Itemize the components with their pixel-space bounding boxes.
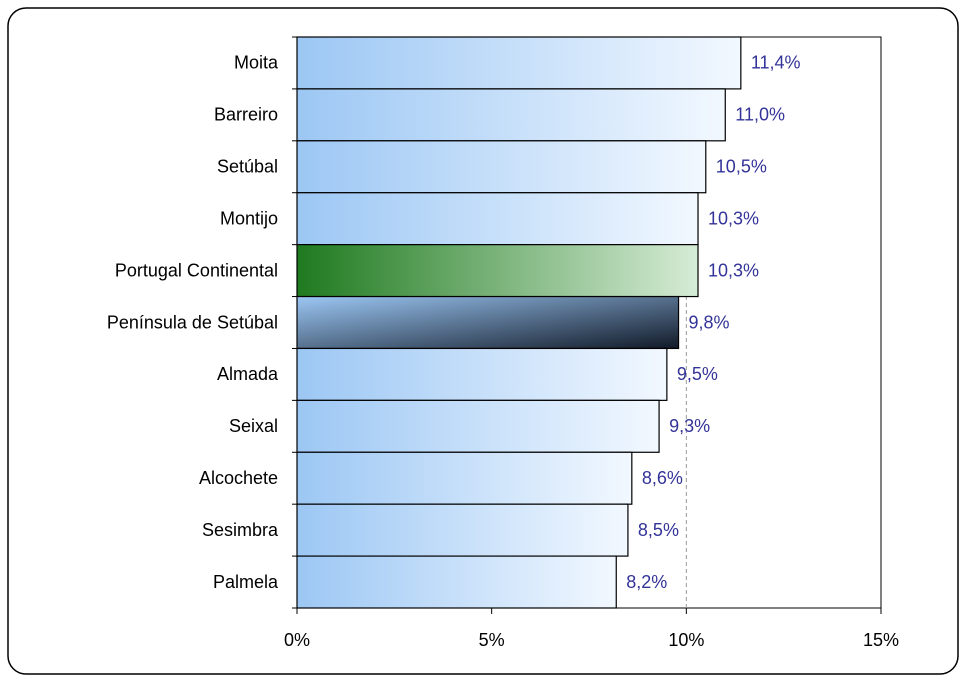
y-tick-label: Barreiro	[214, 105, 278, 125]
y-tick-label: Almada	[217, 364, 279, 384]
x-tick-label: 5%	[479, 630, 505, 650]
value-label: 10,3%	[708, 208, 759, 228]
value-label: 8,5%	[638, 520, 679, 540]
bar	[296, 244, 699, 298]
value-label: 11,0%	[735, 105, 785, 125]
bar	[296, 140, 707, 194]
y-tick-label: Sesimbra	[202, 520, 279, 540]
value-label: 8,6%	[642, 468, 683, 488]
value-label: 9,5%	[677, 364, 718, 384]
value-label: 9,8%	[689, 312, 730, 332]
y-tick-label: Moita	[234, 53, 279, 73]
bar	[296, 399, 660, 453]
bar	[296, 88, 726, 142]
y-tick-label: Palmela	[213, 572, 279, 592]
y-tick-label: Montijo	[220, 208, 278, 228]
value-label: 10,3%	[708, 260, 759, 280]
value-label: 11,4%	[751, 53, 801, 73]
x-tick-label: 0%	[284, 630, 310, 650]
bar	[296, 451, 633, 505]
x-tick-label: 10%	[668, 630, 704, 650]
bar	[296, 347, 668, 401]
y-tick-label: Península de Setúbal	[107, 312, 278, 332]
y-tick-label: Portugal Continental	[115, 260, 278, 280]
y-tick-label: Setúbal	[217, 157, 278, 177]
value-label: 8,2%	[626, 572, 667, 592]
y-tick-label: Alcochete	[199, 468, 278, 488]
bar	[296, 295, 680, 350]
bar	[296, 36, 742, 90]
value-label: 10,5%	[716, 157, 767, 177]
value-label: 9,3%	[669, 416, 710, 436]
bar	[296, 555, 617, 609]
bar	[296, 503, 629, 557]
bar	[296, 192, 699, 246]
x-tick-label: 15%	[863, 630, 899, 650]
y-tick-label: Seixal	[229, 416, 278, 436]
